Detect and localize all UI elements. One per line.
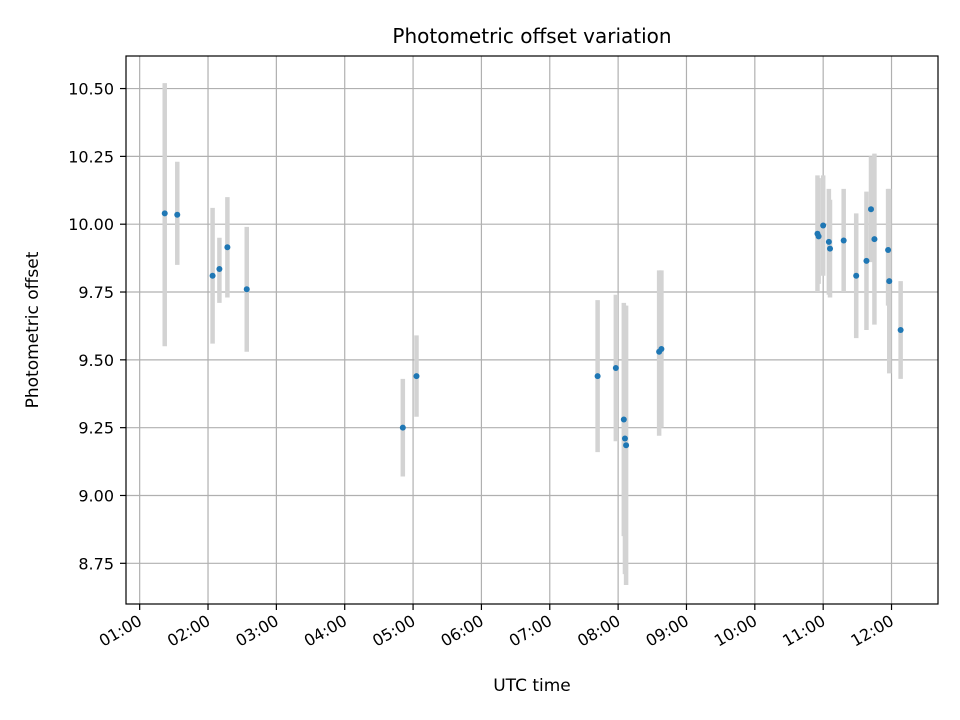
y-tick-label: 10.25 — [68, 147, 114, 166]
plot-frame — [125, 55, 939, 605]
data-point — [815, 233, 822, 240]
data-points — [161, 206, 904, 449]
data-point — [868, 206, 875, 213]
data-point — [174, 211, 181, 218]
data-point — [224, 244, 231, 251]
data-point — [620, 416, 627, 423]
y-axis-ticks: 8.75 9.00 9.25 9.50 9.75 10.00 10.25 10.50 — [68, 80, 126, 573]
y-tick-label: 9.75 — [78, 283, 114, 302]
data-point — [612, 364, 619, 371]
chart-title: Photometric offset variation — [392, 24, 671, 48]
data-point — [399, 424, 406, 431]
data-point — [825, 238, 832, 245]
data-point — [863, 257, 870, 264]
data-point — [243, 286, 250, 293]
y-tick-label: 10.50 — [68, 80, 114, 99]
data-point — [886, 278, 893, 285]
y-tick-label: 9.00 — [78, 486, 114, 505]
y-tick-label: 8.75 — [78, 554, 114, 573]
data-point — [897, 327, 904, 333]
grid-lines — [126, 56, 938, 604]
data-point — [820, 222, 827, 229]
data-point — [216, 265, 223, 272]
x-axis-title: UTC time — [493, 676, 571, 696]
data-point — [885, 246, 892, 253]
y-tick-label: 9.25 — [78, 419, 114, 438]
data-point — [871, 236, 878, 243]
data-point — [594, 373, 601, 380]
data-point — [827, 245, 834, 252]
y-axis-title: Photometric offset — [23, 251, 43, 408]
data-point — [658, 345, 665, 352]
data-point — [840, 237, 847, 244]
data-point — [413, 373, 420, 380]
data-point — [209, 272, 216, 279]
data-point — [853, 272, 860, 279]
y-tick-label: 10.00 — [68, 215, 114, 234]
data-point — [621, 435, 628, 442]
y-tick-label: 9.50 — [78, 351, 114, 370]
data-point — [161, 210, 168, 217]
data-point — [623, 442, 630, 449]
